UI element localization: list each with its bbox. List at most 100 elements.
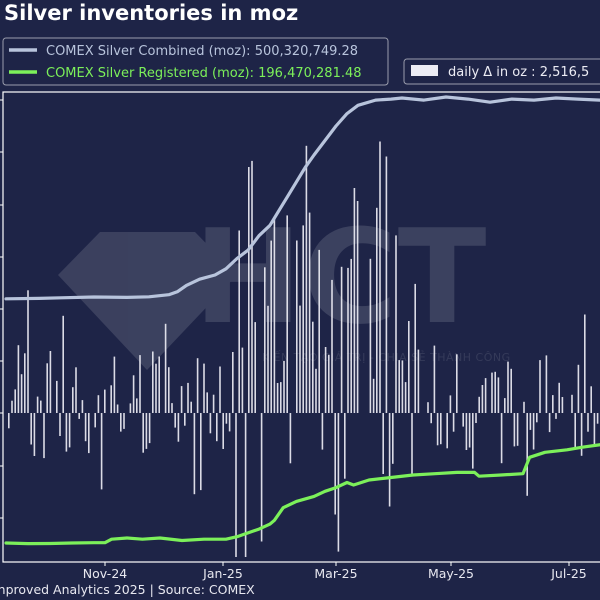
x-tick-label: Mar-25	[314, 566, 357, 581]
daily-delta-bar	[100, 413, 103, 490]
daily-delta-bar	[222, 413, 224, 449]
daily-delta-bar	[155, 363, 157, 413]
daily-delta-bar	[286, 215, 288, 413]
daily-delta-bar	[574, 413, 576, 448]
daily-delta-bar	[350, 258, 352, 413]
daily-delta-bar	[270, 240, 272, 413]
daily-delta-bar	[203, 363, 205, 413]
legend-label-registered: COMEX Silver Registered (moz): 196,470,2…	[46, 66, 362, 81]
daily-delta-bar	[264, 267, 266, 413]
daily-delta-bar	[17, 345, 20, 413]
x-tick-label: Jan-25	[202, 566, 243, 581]
daily-delta-bar	[584, 314, 586, 413]
x-tick-label: May-25	[428, 566, 474, 581]
daily-delta-bar	[433, 345, 436, 413]
daily-delta-bar	[494, 371, 496, 413]
daily-delta-bar	[187, 382, 189, 413]
daily-delta-bar	[145, 413, 148, 449]
daily-delta-bar	[299, 305, 301, 413]
daily-delta-bar	[478, 396, 480, 413]
daily-delta-bar	[507, 361, 509, 413]
daily-delta-bar	[379, 141, 381, 413]
daily-delta-bar	[398, 360, 400, 413]
daily-delta-bar	[558, 382, 560, 413]
daily-delta-bar	[212, 394, 215, 413]
daily-delta-bar	[72, 387, 74, 413]
daily-delta-bar	[30, 413, 32, 445]
daily-delta-bar	[475, 413, 477, 423]
watermark: HCT	[58, 201, 486, 370]
daily-delta-bar	[139, 355, 141, 413]
daily-delta-bars	[8, 141, 599, 557]
daily-delta-bar	[449, 395, 452, 413]
daily-delta-bar	[81, 400, 84, 413]
watermark-logo-text: HCT	[194, 201, 487, 353]
daily-delta-bar	[395, 235, 397, 413]
chart-title: Silver inventories in moz	[4, 1, 298, 25]
daily-delta-bar	[308, 212, 311, 413]
daily-delta-bar	[481, 385, 484, 413]
daily-delta-bar	[440, 413, 442, 445]
daily-delta-bar	[548, 413, 551, 433]
daily-delta-bar	[465, 413, 468, 450]
daily-delta-bar	[36, 396, 39, 413]
daily-delta-bar	[408, 321, 410, 413]
daily-delta-bar	[491, 372, 493, 413]
daily-delta-bar	[392, 413, 394, 464]
daily-delta-bar	[500, 413, 503, 464]
legend-bars: daily Δ in oz : 2,516,5	[403, 58, 600, 85]
daily-delta-bar	[577, 364, 580, 413]
daily-delta-bar	[75, 367, 77, 413]
daily-delta-bar	[334, 413, 336, 515]
daily-delta-bar	[417, 349, 420, 413]
daily-delta-bar	[376, 207, 378, 413]
daily-delta-bar	[46, 363, 48, 413]
daily-delta-bar	[590, 386, 592, 413]
daily-delta-bar	[337, 413, 340, 552]
daily-delta-bar	[411, 413, 413, 476]
daily-delta-bar	[110, 385, 112, 414]
daily-delta-bar	[353, 188, 356, 413]
daily-delta-bar	[436, 413, 439, 446]
daily-delta-bar	[136, 398, 138, 413]
legend-box	[2, 37, 389, 86]
daily-delta-bar	[536, 413, 538, 423]
daily-delta-bar	[484, 378, 487, 413]
daily-delta-bar	[164, 323, 167, 413]
series-lines	[4, 95, 600, 546]
daily-delta-bar	[328, 354, 330, 413]
daily-delta-bar	[40, 400, 42, 413]
daily-delta-bar	[180, 386, 183, 413]
plot-frame	[2, 91, 600, 563]
daily-delta-bar	[532, 413, 535, 450]
daily-delta-bar	[312, 321, 314, 413]
daily-delta-bar	[561, 397, 564, 413]
daily-delta-bar	[497, 377, 500, 413]
daily-delta-bar	[219, 366, 221, 413]
daily-delta-bar	[251, 160, 253, 413]
legend-bars-box	[403, 58, 600, 85]
daily-delta-bar	[56, 380, 58, 413]
legend-lines: COMEX Silver Combined (moz): 500,320,749…	[2, 37, 389, 86]
daily-delta-bar	[427, 402, 429, 413]
chart-footer: Inproved Analytics 2025 | Source: COMEX	[0, 582, 255, 597]
daily-delta-bar	[248, 167, 250, 413]
daily-delta-bar	[404, 382, 407, 413]
daily-delta-bar	[347, 267, 349, 413]
daily-delta-bar	[369, 258, 372, 413]
daily-delta-bar	[296, 240, 298, 413]
daily-delta-bar	[468, 413, 471, 448]
daily-delta-bar	[65, 413, 68, 452]
series-line-registered	[4, 443, 600, 546]
daily-delta-bar	[280, 382, 282, 413]
x-axis: Nov-24 Jan-25 Mar-25 May-25 Jul-25	[83, 562, 587, 581]
daily-delta-bar	[289, 413, 292, 464]
daily-delta-bar	[206, 392, 208, 413]
daily-delta-bar	[59, 413, 61, 436]
daily-delta-bar	[228, 413, 231, 432]
daily-delta-bar	[539, 360, 541, 413]
daily-delta-bar	[216, 413, 218, 442]
daily-delta-bar	[318, 249, 320, 413]
daily-delta-bar	[315, 368, 317, 413]
daily-delta-bar	[8, 413, 10, 429]
